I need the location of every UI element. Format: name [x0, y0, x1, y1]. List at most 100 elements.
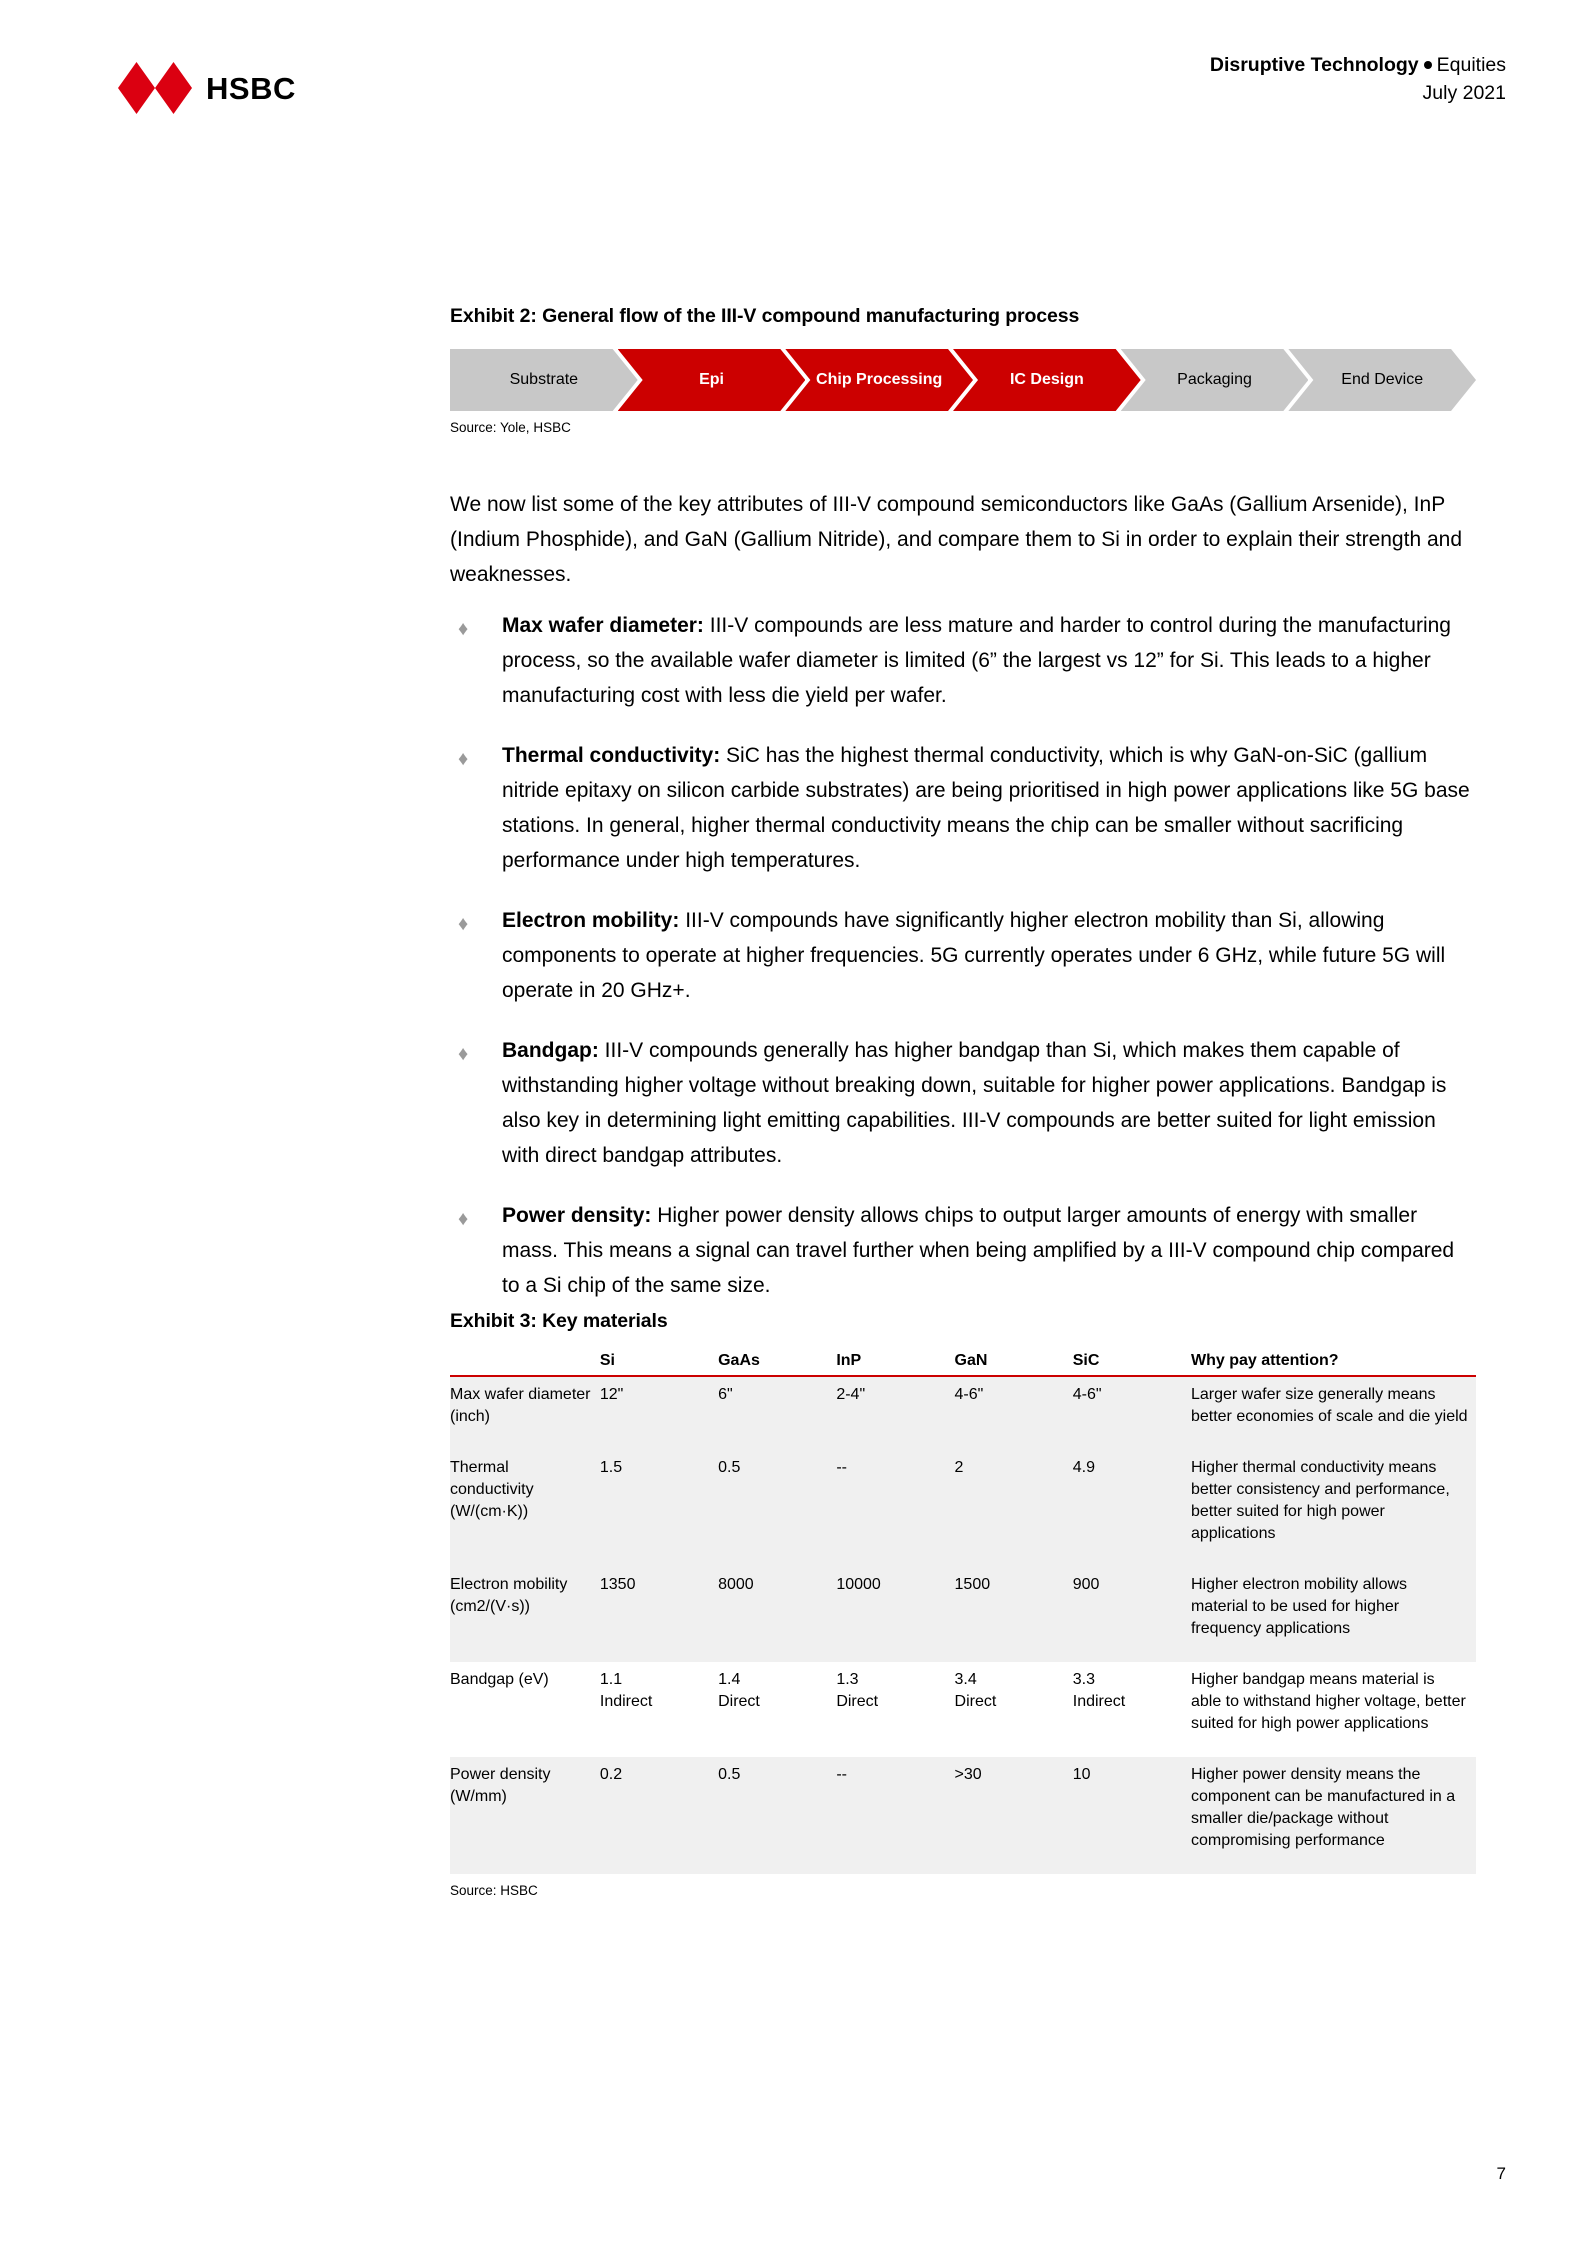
diamond-bullet-icon: ♦: [458, 748, 469, 770]
cell-value: 1.1: [599, 1671, 623, 1689]
cell-inp: 1.3 Direct: [836, 1662, 955, 1758]
cell-si: 1350: [599, 1567, 719, 1663]
flow-step-label: IC Design: [1009, 371, 1084, 389]
cell-attribute: Max wafer diameter (inch): [450, 1376, 600, 1451]
bullet-term: Thermal conductivity:: [502, 744, 721, 767]
column-header-attribute: [450, 1351, 600, 1378]
cell-value: 4-6": [954, 1386, 984, 1404]
cell-sic: 4-6": [1072, 1376, 1191, 1451]
cell-value: 3.4: [954, 1671, 977, 1689]
cell-gaas: 0.5: [718, 1757, 837, 1875]
cell-value: 4-6": [1072, 1386, 1102, 1404]
bullet-text: Thermal conductivity: SiC has the highes…: [502, 738, 1476, 878]
flow-step-label: Packaging: [1177, 371, 1252, 389]
page-number: 7: [1496, 2164, 1506, 2183]
cell-inp: 2-4": [836, 1376, 955, 1451]
cell-value: 1500: [954, 1576, 991, 1594]
hsbc-hexagon-icon: [118, 62, 192, 114]
cell-gaas: 8000: [718, 1567, 837, 1663]
exhibit-2-block: Exhibit 2: General flow of the III-V com…: [450, 305, 1476, 435]
exhibit-3-title: Exhibit 3: Key materials: [450, 1310, 668, 1332]
bullet-text: Power density: Higher power density allo…: [502, 1198, 1476, 1303]
attributes-bullet-list: ♦ Max wafer diameter: III-V compounds ar…: [450, 608, 1476, 1328]
cell-value: 1.4: [718, 1671, 741, 1689]
flow-step-packaging: Packaging: [1121, 349, 1309, 411]
cell-why: Higher thermal conductivity means better…: [1190, 1450, 1476, 1568]
cell-si: 0.2: [599, 1757, 719, 1875]
bullet-text: Max wafer diameter: III-V compounds are …: [502, 608, 1476, 713]
bullet-body-text: III-V compounds generally has higher ban…: [502, 1039, 1447, 1167]
diamond-bullet-icon: ♦: [458, 913, 469, 935]
table-row: Max wafer diameter (inch) 12" 6" 2-4" 4-…: [450, 1376, 1476, 1451]
flow-step-label: Chip Processing: [816, 371, 943, 389]
bullet-body-text: III-V compounds have significantly highe…: [502, 909, 1446, 1002]
table-row: Electron mobility (cm2/(V·s)) 1350 8000 …: [450, 1567, 1476, 1663]
cell-gan: 4-6": [954, 1376, 1073, 1451]
bullet-term: Bandgap:: [502, 1039, 599, 1062]
cell-gaas: 0.5: [718, 1450, 837, 1568]
list-item: ♦ Electron mobility: III-V compounds hav…: [450, 903, 1476, 1008]
cell-si: 12": [599, 1376, 719, 1451]
exhibit-2-source: Source: Yole, HSBC: [450, 420, 571, 435]
cell-si: 1.1 Indirect: [599, 1662, 719, 1758]
cell-value: --: [836, 1459, 847, 1477]
cell-value: 2: [954, 1459, 964, 1477]
cell-value: >30: [954, 1766, 982, 1784]
flow-step-ic-design: IC Design: [953, 349, 1141, 411]
hsbc-wordmark: HSBC: [206, 70, 296, 106]
cell-gan: 3.4 Direct: [954, 1662, 1073, 1758]
diamond-bullet-icon: ♦: [458, 618, 469, 640]
cell-value: 0.2: [599, 1766, 623, 1784]
cell-value: 4.9: [1072, 1459, 1095, 1477]
bullet-separator-icon: [1423, 60, 1432, 69]
bullet-term: Electron mobility:: [502, 909, 680, 932]
cell-value: 10: [1072, 1766, 1091, 1784]
key-materials-table: Si GaAs InP GaN SiC Why pay attention? M…: [450, 1351, 1476, 1875]
cell-value: 0.5: [718, 1766, 741, 1784]
cell-si: 1.5: [599, 1450, 719, 1568]
cell-value: 3.3: [1072, 1671, 1095, 1689]
table-row: Bandgap (eV) 1.1 Indirect 1.4 Direct 1.3 Di…: [450, 1662, 1476, 1758]
cell-value: 1.5: [599, 1459, 623, 1477]
cell-gan: 2: [954, 1450, 1073, 1568]
table-row: Power density (W/mm) 0.2 0.5 -- >30 10 H…: [450, 1757, 1476, 1875]
intro-paragraph: We now list some of the key attributes o…: [450, 493, 1462, 586]
cell-gan: 1500: [954, 1567, 1073, 1663]
cell-sic: 900: [1072, 1567, 1191, 1663]
bullet-body-text: SiC has the highest thermal conductivity…: [502, 744, 1470, 872]
header-title-line: Disruptive Technology Equities: [1210, 52, 1506, 80]
cell-why: Higher bandgap means material is able to…: [1190, 1662, 1476, 1758]
cell-inp: 10000: [836, 1567, 955, 1663]
cell-inp: --: [836, 1450, 955, 1568]
exhibit-2-title: Exhibit 2: General flow of the III-V com…: [450, 305, 1080, 327]
flow-step-substrate: Substrate: [450, 349, 638, 411]
column-header-sic: SiC: [1072, 1351, 1191, 1378]
cell-value: 900: [1072, 1576, 1100, 1594]
cell-subvalue: Direct: [836, 1693, 879, 1711]
header-meta: Disruptive Technology Equities July 2021: [1210, 52, 1506, 107]
exhibit-3-block: Exhibit 3: Key materials Si GaAs InP GaN…: [450, 1310, 1476, 1898]
list-item: ♦ Bandgap: III-V compounds generally has…: [450, 1033, 1476, 1173]
cell-why: Higher electron mobility allows material…: [1190, 1567, 1476, 1663]
cell-subvalue: Indirect: [1072, 1693, 1126, 1711]
flow-step-label: End Device: [1341, 371, 1424, 389]
cell-gaas: 1.4 Direct: [718, 1662, 837, 1758]
cell-inp: --: [836, 1757, 955, 1875]
cell-sic: 3.3 Indirect: [1072, 1662, 1191, 1758]
cell-why: Higher power density means the component…: [1190, 1757, 1476, 1875]
column-header-why: Why pay attention?: [1190, 1351, 1476, 1378]
column-header-gaas: GaAs: [718, 1351, 837, 1378]
table-header-row: Si GaAs InP GaN SiC Why pay attention?: [450, 1351, 1476, 1378]
diamond-bullet-icon: ♦: [458, 1043, 469, 1065]
manufacturing-flow-diagram: Substrate Epi Chip Processing IC Design …: [450, 349, 1476, 411]
cell-subvalue: Direct: [718, 1693, 760, 1711]
column-header-inp: InP: [836, 1351, 955, 1378]
cell-value: 8000: [718, 1576, 754, 1594]
cell-gan: >30: [954, 1757, 1073, 1875]
cell-why: Larger wafer size generally means better…: [1190, 1376, 1476, 1451]
intro-paragraph-block: We now list some of the key attributes o…: [450, 487, 1476, 592]
cell-value: 1350: [599, 1576, 636, 1594]
cell-attribute: Bandgap (eV): [450, 1662, 600, 1758]
column-header-gan: GaN: [954, 1351, 1073, 1378]
